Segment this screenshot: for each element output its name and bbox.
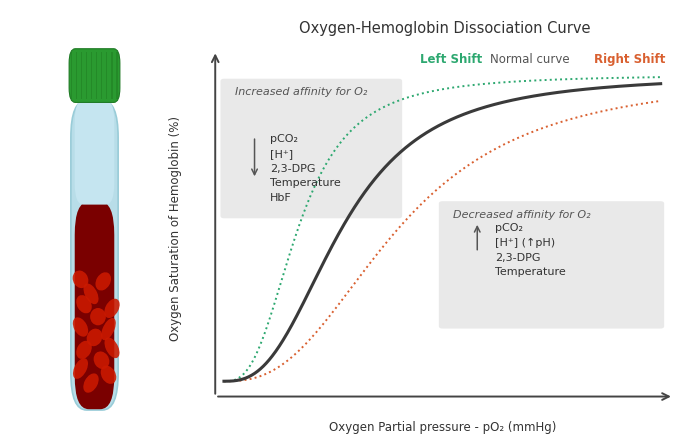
Ellipse shape — [90, 308, 106, 325]
Ellipse shape — [101, 365, 116, 384]
Text: Normal curve: Normal curve — [490, 53, 570, 66]
Text: Temperature: Temperature — [495, 267, 566, 277]
Ellipse shape — [94, 352, 109, 369]
Text: Temperature: Temperature — [270, 178, 341, 188]
Ellipse shape — [95, 272, 111, 290]
Bar — [106, 52, 108, 99]
Bar — [86, 52, 88, 99]
Text: Decreased affinity for O₂: Decreased affinity for O₂ — [453, 210, 591, 220]
Bar — [76, 52, 77, 99]
Ellipse shape — [73, 317, 88, 337]
Bar — [81, 52, 82, 99]
Text: Oxygen Saturation of Hemoglobin (%): Oxygen Saturation of Hemoglobin (%) — [169, 115, 183, 341]
Title: Oxygen-Hemoglobin Dissociation Curve: Oxygen-Hemoglobin Dissociation Curve — [299, 21, 590, 36]
Ellipse shape — [83, 284, 99, 304]
Ellipse shape — [102, 318, 116, 340]
Text: HbF: HbF — [270, 193, 292, 203]
Text: 2,3-DPG: 2,3-DPG — [495, 253, 540, 262]
Ellipse shape — [73, 358, 88, 379]
FancyBboxPatch shape — [75, 202, 114, 409]
Text: [H⁺]: [H⁺] — [270, 149, 293, 159]
Text: Increased affinity for O₂: Increased affinity for O₂ — [235, 87, 368, 97]
FancyBboxPatch shape — [69, 49, 120, 103]
Ellipse shape — [76, 295, 92, 313]
FancyBboxPatch shape — [71, 100, 118, 410]
Text: Oxygen Partial pressure - pO₂ (mmHg): Oxygen Partial pressure - pO₂ (mmHg) — [328, 421, 556, 434]
Ellipse shape — [104, 299, 120, 318]
Bar — [116, 52, 118, 99]
Text: 2,3-DPG: 2,3-DPG — [270, 164, 315, 174]
FancyBboxPatch shape — [220, 79, 402, 218]
Text: Left Shift: Left Shift — [420, 53, 482, 66]
Bar — [91, 52, 92, 99]
Ellipse shape — [83, 373, 99, 393]
Ellipse shape — [76, 341, 92, 359]
FancyBboxPatch shape — [439, 201, 664, 329]
FancyBboxPatch shape — [75, 100, 114, 205]
Bar — [96, 52, 97, 99]
Text: [H⁺] (↑pH): [H⁺] (↑pH) — [495, 238, 555, 248]
Text: Right Shift: Right Shift — [594, 53, 666, 66]
Ellipse shape — [87, 329, 102, 346]
Bar — [111, 52, 113, 99]
Ellipse shape — [104, 337, 120, 358]
Bar — [71, 52, 72, 99]
Text: pCO₂: pCO₂ — [495, 223, 523, 233]
Text: pCO₂: pCO₂ — [270, 135, 298, 144]
Ellipse shape — [73, 270, 88, 288]
